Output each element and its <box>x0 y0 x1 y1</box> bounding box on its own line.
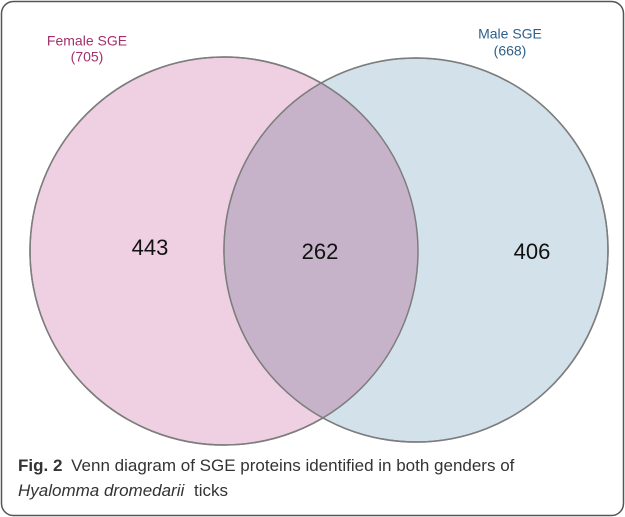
region-count: 406 <box>514 239 551 264</box>
caption-italic: Hyalomma dromedarii <box>18 481 185 500</box>
region-count: 262 <box>302 239 339 264</box>
region-count: 443 <box>132 235 169 260</box>
set-label: Male SGE <box>478 26 542 42</box>
caption: Hyalomma dromedarii ticks <box>18 481 228 500</box>
female-outline <box>29 56 419 446</box>
male-outline <box>223 57 609 443</box>
set-label: Female SGE <box>47 33 127 49</box>
overlap-region <box>224 58 418 442</box>
set-total: (705) <box>71 49 104 65</box>
caption-label: Fig. 2 <box>18 456 62 475</box>
caption: Fig. 2 Venn diagram of SGE proteins iden… <box>18 456 515 475</box>
caption-tail: ticks <box>194 481 228 500</box>
caption-text: Venn diagram of SGE proteins identified … <box>71 456 515 475</box>
set-total: (668) <box>494 43 527 59</box>
